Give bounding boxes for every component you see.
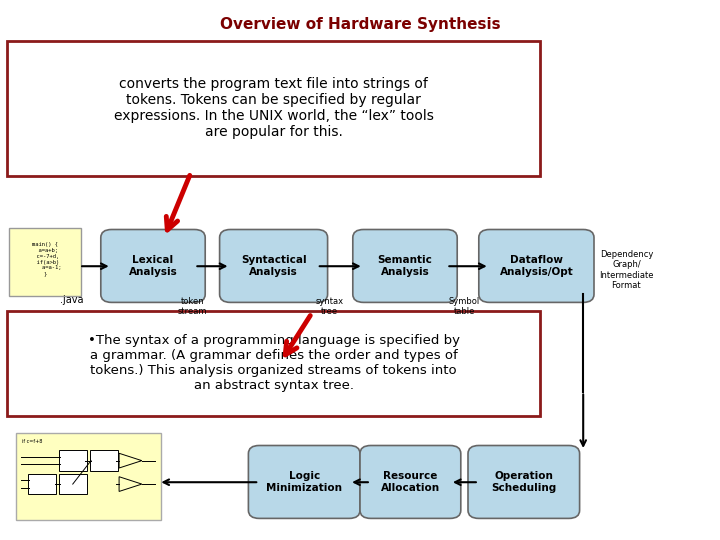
Text: if c=f+8: if c=f+8 <box>22 439 42 444</box>
FancyBboxPatch shape <box>58 450 87 471</box>
Text: main() {
  a=a+b;
  c=-7+d,
  if(a>b)
    a=a-1;
}: main() { a=a+b; c=-7+d, if(a>b) a=a-1; } <box>29 242 61 276</box>
FancyBboxPatch shape <box>9 228 81 296</box>
FancyBboxPatch shape <box>360 446 461 518</box>
Text: Lexical
Analysis: Lexical Analysis <box>129 255 177 276</box>
Text: Semantic
Analysis: Semantic Analysis <box>377 255 433 276</box>
Text: Operation
Scheduling: Operation Scheduling <box>491 471 557 492</box>
FancyBboxPatch shape <box>101 230 205 302</box>
Text: Dataflow
Analysis/Opt: Dataflow Analysis/Opt <box>500 255 573 276</box>
Text: .java: .java <box>60 295 84 306</box>
Text: token
stream: token stream <box>178 297 207 316</box>
Text: Syntactical
Analysis: Syntactical Analysis <box>240 255 307 276</box>
Text: converts the program text file into strings of
tokens. Tokens can be specified b: converts the program text file into stri… <box>114 77 433 139</box>
FancyBboxPatch shape <box>468 446 580 518</box>
FancyBboxPatch shape <box>220 230 328 302</box>
Text: Dependency
Graph/
Intermediate
Format: Dependency Graph/ Intermediate Format <box>599 250 654 290</box>
FancyBboxPatch shape <box>353 230 457 302</box>
FancyBboxPatch shape <box>89 450 118 471</box>
Text: Symbol
table: Symbol table <box>449 297 480 316</box>
Text: Logic
Minimization: Logic Minimization <box>266 471 342 492</box>
FancyBboxPatch shape <box>7 310 540 416</box>
Text: •The syntax of a programming language is specified by
a grammar. (A grammar defi: •The syntax of a programming language is… <box>88 334 459 392</box>
Text: Resource
Allocation: Resource Allocation <box>381 471 440 492</box>
FancyBboxPatch shape <box>479 230 594 302</box>
FancyBboxPatch shape <box>248 446 360 518</box>
FancyBboxPatch shape <box>7 40 540 176</box>
Text: Overview of Hardware Synthesis: Overview of Hardware Synthesis <box>220 17 500 32</box>
FancyBboxPatch shape <box>58 474 87 495</box>
FancyBboxPatch shape <box>28 474 56 495</box>
Text: syntax
tree: syntax tree <box>315 297 344 316</box>
FancyBboxPatch shape <box>16 433 161 520</box>
